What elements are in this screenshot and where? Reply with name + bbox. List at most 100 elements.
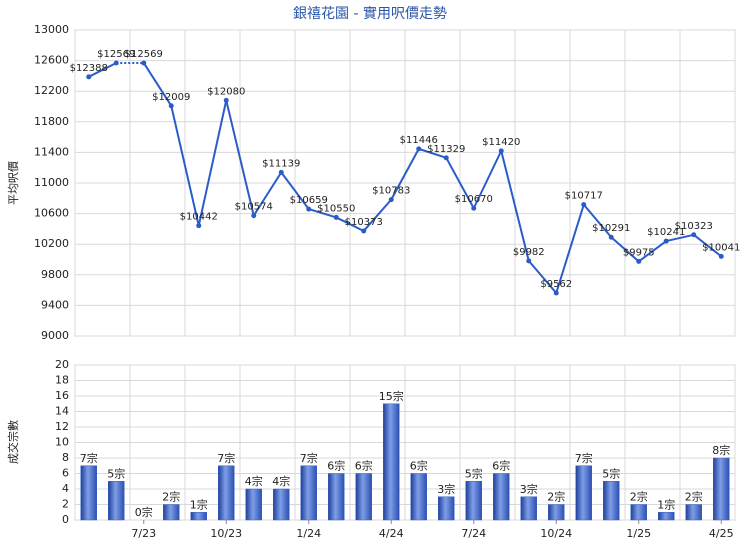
point bbox=[388, 197, 394, 203]
bar bbox=[603, 481, 620, 521]
data-label: $10373 bbox=[345, 217, 383, 228]
data-label: 5宗 bbox=[465, 466, 483, 480]
line-segment bbox=[252, 171, 283, 217]
y-tick-label: 4 bbox=[62, 482, 69, 495]
line-segment bbox=[170, 105, 200, 226]
data-label: 6宗 bbox=[327, 459, 345, 473]
point bbox=[86, 74, 92, 80]
data-label: $10442 bbox=[180, 212, 218, 223]
data-label: $10659 bbox=[290, 195, 328, 206]
point bbox=[113, 60, 119, 66]
data-label: 1宗 bbox=[657, 497, 675, 511]
y-tick-label: 12200 bbox=[34, 84, 69, 97]
line-segment bbox=[225, 100, 255, 216]
point bbox=[416, 146, 422, 152]
point bbox=[498, 148, 504, 154]
bar bbox=[410, 473, 427, 521]
line-segment bbox=[418, 147, 447, 159]
data-label: 3宗 bbox=[520, 482, 538, 496]
data-label: $10574 bbox=[235, 202, 273, 213]
y-axis-label: 成交宗數 bbox=[6, 420, 20, 464]
point bbox=[361, 228, 367, 234]
data-label: $10717 bbox=[565, 191, 603, 202]
data-label: $10291 bbox=[592, 223, 630, 234]
data-label: 2宗 bbox=[547, 490, 565, 504]
data-label: $10041 bbox=[702, 242, 740, 253]
bar bbox=[218, 465, 235, 521]
y-tick-label: 6 bbox=[62, 467, 69, 480]
line-segment bbox=[362, 198, 393, 232]
y-tick-label: 11400 bbox=[34, 145, 69, 158]
data-label: $12388 bbox=[70, 63, 108, 74]
data-label: 7宗 bbox=[300, 451, 318, 465]
data-label: $10783 bbox=[372, 186, 410, 197]
data-label: $10323 bbox=[675, 221, 713, 232]
y-tick-label: 10600 bbox=[34, 207, 69, 220]
bar bbox=[520, 496, 537, 521]
bar bbox=[713, 457, 730, 521]
point bbox=[306, 206, 312, 212]
point bbox=[333, 214, 339, 220]
bar bbox=[630, 504, 647, 521]
bar bbox=[548, 504, 565, 521]
line-segment bbox=[500, 150, 530, 262]
line-segment bbox=[445, 157, 475, 209]
data-label: 6宗 bbox=[355, 459, 373, 473]
point bbox=[251, 213, 257, 219]
y-tick-label: 9800 bbox=[41, 268, 69, 281]
x-tick-label: 10/23 bbox=[210, 527, 242, 540]
x-tick-label: 4/25 bbox=[709, 527, 734, 540]
y-tick-label: 10200 bbox=[34, 237, 69, 250]
data-label: $12569 bbox=[97, 49, 135, 60]
bar bbox=[273, 488, 290, 521]
data-label: 5宗 bbox=[107, 466, 125, 480]
bar bbox=[383, 403, 400, 521]
data-label: 1宗 bbox=[190, 497, 208, 511]
data-label: $9975 bbox=[623, 247, 655, 258]
y-tick-label: 11000 bbox=[34, 176, 69, 189]
data-label: 7宗 bbox=[575, 451, 593, 465]
bar bbox=[685, 504, 702, 521]
data-label: $10670 bbox=[455, 194, 493, 205]
data-label: $11329 bbox=[427, 144, 465, 155]
line-segment bbox=[197, 100, 228, 226]
data-label: 2宗 bbox=[630, 490, 648, 504]
point bbox=[471, 205, 477, 211]
bar bbox=[355, 473, 372, 521]
y-tick-label: 0 bbox=[62, 513, 69, 526]
x-tick-label: 7/23 bbox=[131, 527, 156, 540]
bar bbox=[465, 481, 482, 521]
point bbox=[636, 258, 642, 264]
y-tick-label: 10 bbox=[55, 436, 69, 449]
point bbox=[581, 202, 587, 208]
point bbox=[663, 238, 669, 244]
line-segment bbox=[582, 204, 613, 238]
point bbox=[223, 97, 229, 103]
y-tick-label: 11800 bbox=[34, 115, 69, 128]
line-segment bbox=[693, 234, 722, 258]
bar bbox=[163, 504, 180, 521]
line-segment bbox=[472, 150, 503, 209]
data-label: 3宗 bbox=[437, 482, 455, 496]
data-label: 0宗 bbox=[135, 505, 153, 519]
data-label: 7宗 bbox=[80, 451, 98, 465]
line-segment bbox=[555, 204, 585, 294]
line-segment bbox=[142, 62, 173, 107]
data-label: $9982 bbox=[513, 247, 545, 258]
data-label: $10241 bbox=[647, 227, 685, 238]
data-label: 4宗 bbox=[245, 474, 263, 488]
data-label: 8宗 bbox=[712, 443, 730, 457]
data-label: 5宗 bbox=[602, 466, 620, 480]
line-segment bbox=[666, 233, 694, 243]
bar bbox=[190, 512, 207, 521]
line-segment bbox=[280, 171, 310, 210]
y-tick-label: 12 bbox=[55, 420, 69, 433]
data-label: $11139 bbox=[262, 158, 300, 169]
data-label: 6宗 bbox=[492, 459, 510, 473]
point bbox=[141, 60, 147, 66]
data-label: 4宗 bbox=[272, 474, 290, 488]
line-segment bbox=[390, 148, 420, 201]
y-tick-label: 9000 bbox=[41, 329, 69, 342]
y-tick-label: 12600 bbox=[34, 54, 69, 67]
